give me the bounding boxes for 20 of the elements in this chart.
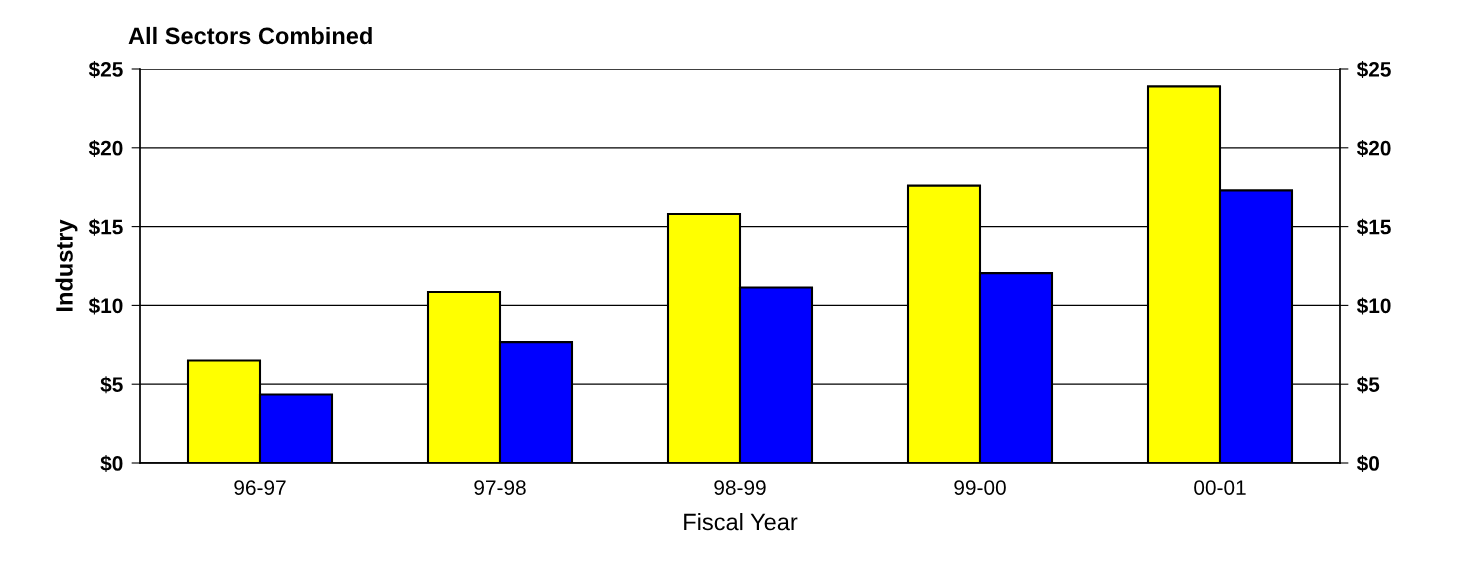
x-tick-label: 96-97 (234, 480, 286, 495)
y2-tick-label: $20 (1356, 139, 1391, 157)
y-tick-label: $0 (100, 455, 123, 473)
y2-tick-label: $10 (1356, 297, 1391, 315)
x-axis-title: Fiscal Year (684, 512, 798, 531)
y-axis-title: Industry (55, 219, 78, 311)
y2-tick-label: $0 (1356, 455, 1379, 473)
x-tick-label: 99-00 (954, 480, 1006, 495)
y-tick-label: $25 (88, 61, 123, 79)
y-tick-label: $10 (88, 297, 123, 315)
y-tick-label: $20 (88, 139, 123, 157)
x-tick-label: 98-99 (714, 480, 766, 495)
y-tick-label: $15 (88, 218, 123, 236)
y2-tick-label: $15 (1356, 218, 1391, 236)
y2-tick-label: $25 (1356, 61, 1391, 79)
chart-title: All Sectors Combined (128, 26, 372, 45)
x-tick-label: 00-01 (1194, 480, 1246, 495)
y2-tick-label: $5 (1356, 376, 1380, 394)
x-tick-label: 97-98 (474, 480, 526, 495)
y-tick-label: $5 (100, 376, 123, 394)
